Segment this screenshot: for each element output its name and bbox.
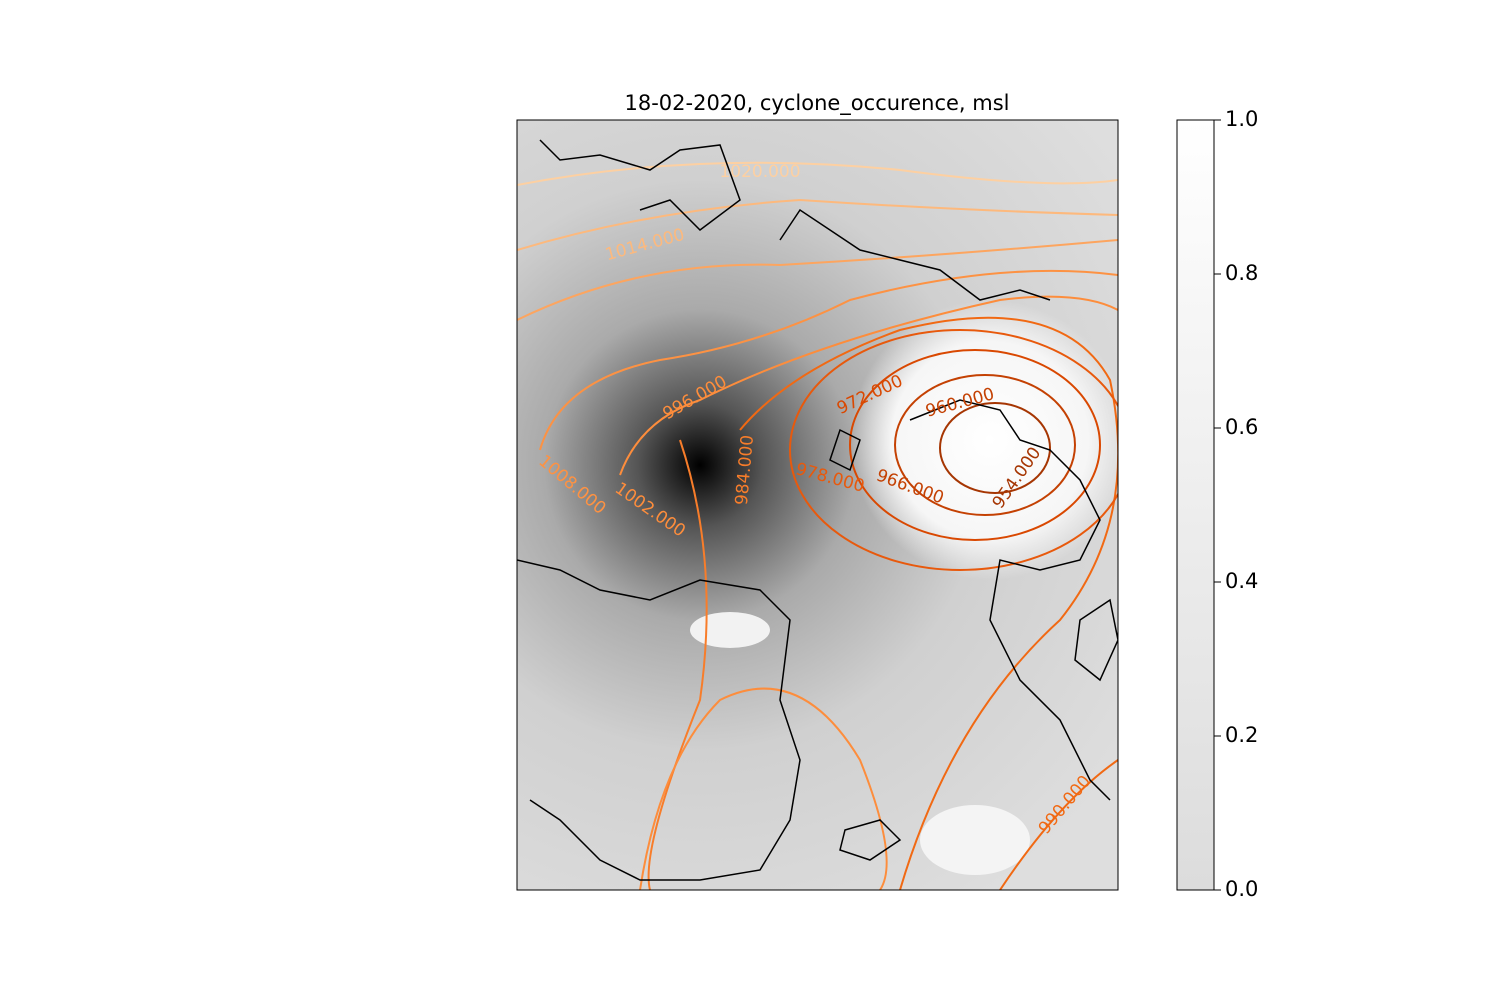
colorbar-tick-label: 0.2 (1225, 723, 1258, 747)
title: 18-02-2020, cyclone_occurence, msl (624, 91, 1009, 116)
colorbar-tick-label: 0.4 (1225, 569, 1258, 593)
map-frame (516, 119, 1119, 891)
colorbar (1176, 119, 1215, 891)
cyclone-area (690, 612, 770, 648)
contours (517, 161, 1118, 890)
cyclone-area (920, 805, 1030, 875)
contour-label: 1020.000 (719, 162, 800, 182)
map (517, 120, 1118, 890)
colorbar-tick-label: 0.6 (1225, 415, 1258, 439)
colorbar-tick-label: 0.8 (1225, 261, 1258, 285)
colorbar-tick-label: 0.0 (1225, 877, 1258, 901)
cyclone-area (840, 300, 1118, 580)
coastlines (517, 139, 1118, 881)
colorbar-tick-label: 1.0 (1225, 107, 1258, 131)
